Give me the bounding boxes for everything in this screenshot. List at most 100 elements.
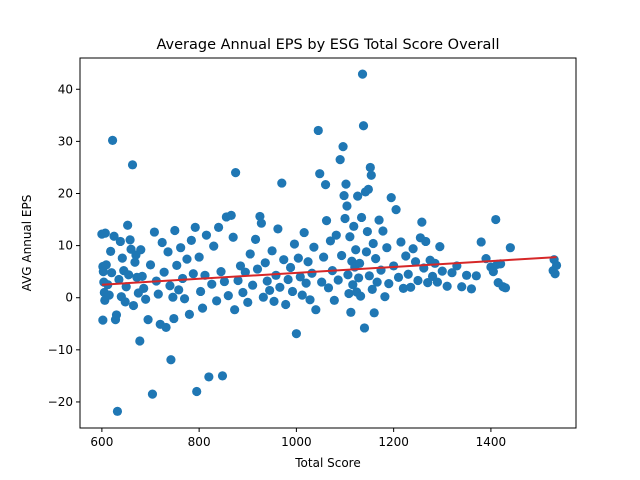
data-point [500, 283, 511, 293]
data-point [128, 300, 139, 311]
data-point [101, 260, 111, 270]
data-point [277, 178, 287, 188]
data-point [107, 135, 118, 145]
data-point [289, 239, 300, 249]
data-point [281, 299, 291, 310]
data-point [230, 305, 240, 315]
data-point [551, 260, 562, 271]
data-point [238, 287, 248, 298]
data-point [321, 215, 332, 226]
plot-frame [79, 57, 577, 429]
y-tick-label: 0 [65, 291, 73, 305]
data-point [265, 285, 275, 296]
data-point [153, 289, 163, 299]
data-point [114, 274, 124, 285]
data-point [111, 310, 122, 320]
data-point [169, 313, 179, 324]
data-point [143, 315, 153, 325]
data-point [372, 277, 382, 287]
data-point [362, 226, 372, 237]
data-point [384, 279, 394, 289]
data-point [262, 276, 272, 286]
data-point [178, 273, 188, 284]
data-point [337, 250, 347, 261]
data-point [491, 214, 501, 225]
data-point [201, 230, 212, 240]
data-point [217, 371, 228, 381]
data-point [389, 261, 399, 271]
y-tick-label: 40 [58, 82, 73, 96]
data-point [137, 271, 147, 281]
data-point [344, 288, 354, 299]
data-point [342, 201, 352, 211]
data-point [333, 275, 343, 285]
data-point [354, 273, 364, 283]
data-point [159, 267, 169, 277]
data-point [115, 236, 125, 247]
data-point [157, 237, 167, 248]
data-point [145, 260, 156, 270]
x-axis: 600 800 1000 1200 1400 [90, 428, 506, 449]
data-point [319, 252, 329, 262]
data-point [295, 272, 305, 282]
data-point [359, 323, 370, 333]
data-point [233, 275, 243, 286]
data-point [386, 193, 396, 203]
data-point [223, 291, 233, 301]
data-point [213, 222, 224, 232]
data-point [179, 294, 190, 304]
data-point [442, 281, 452, 291]
y-axis-label: AVG Annual EPS [20, 195, 34, 292]
data-point [317, 277, 327, 287]
data-point [461, 270, 472, 280]
data-point [406, 282, 416, 292]
data-point [315, 169, 325, 179]
data-point [267, 246, 277, 256]
data-point [161, 322, 171, 333]
data-point [309, 242, 319, 252]
data-point [168, 292, 178, 302]
y-tick-label: 30 [58, 134, 73, 148]
data-point [329, 295, 339, 305]
data-point [307, 268, 317, 278]
data-point [320, 180, 331, 190]
data-point [235, 261, 246, 271]
data-point [240, 267, 250, 277]
data-point [471, 271, 481, 281]
data-point [325, 236, 336, 246]
data-point [250, 234, 261, 244]
data-point [410, 257, 421, 267]
data-point [345, 232, 355, 242]
data-point [356, 212, 367, 223]
data-point [311, 305, 321, 315]
data-point [396, 237, 406, 247]
data-point [109, 231, 119, 241]
data-point [252, 264, 263, 274]
data-point [170, 225, 180, 236]
data-point [163, 247, 173, 257]
data-point [204, 372, 214, 382]
data-point [371, 254, 381, 264]
data-point [209, 241, 219, 251]
data-point [447, 268, 457, 278]
data-point [279, 255, 289, 265]
data-point [107, 268, 117, 278]
data-point [351, 245, 361, 255]
data-point [339, 190, 349, 201]
data-point [147, 389, 158, 399]
data-point [192, 386, 202, 397]
data-point [338, 141, 348, 152]
data-point [226, 210, 236, 220]
data-point [369, 308, 379, 318]
data-point [165, 281, 175, 291]
data-point [408, 244, 418, 254]
data-point [303, 257, 313, 267]
data-point [104, 290, 114, 300]
data-point [283, 274, 293, 285]
x-tick-label: 600 [90, 435, 113, 449]
data-point [366, 170, 376, 180]
data-point [258, 292, 268, 302]
data-point [176, 243, 186, 253]
data-point [190, 222, 200, 232]
